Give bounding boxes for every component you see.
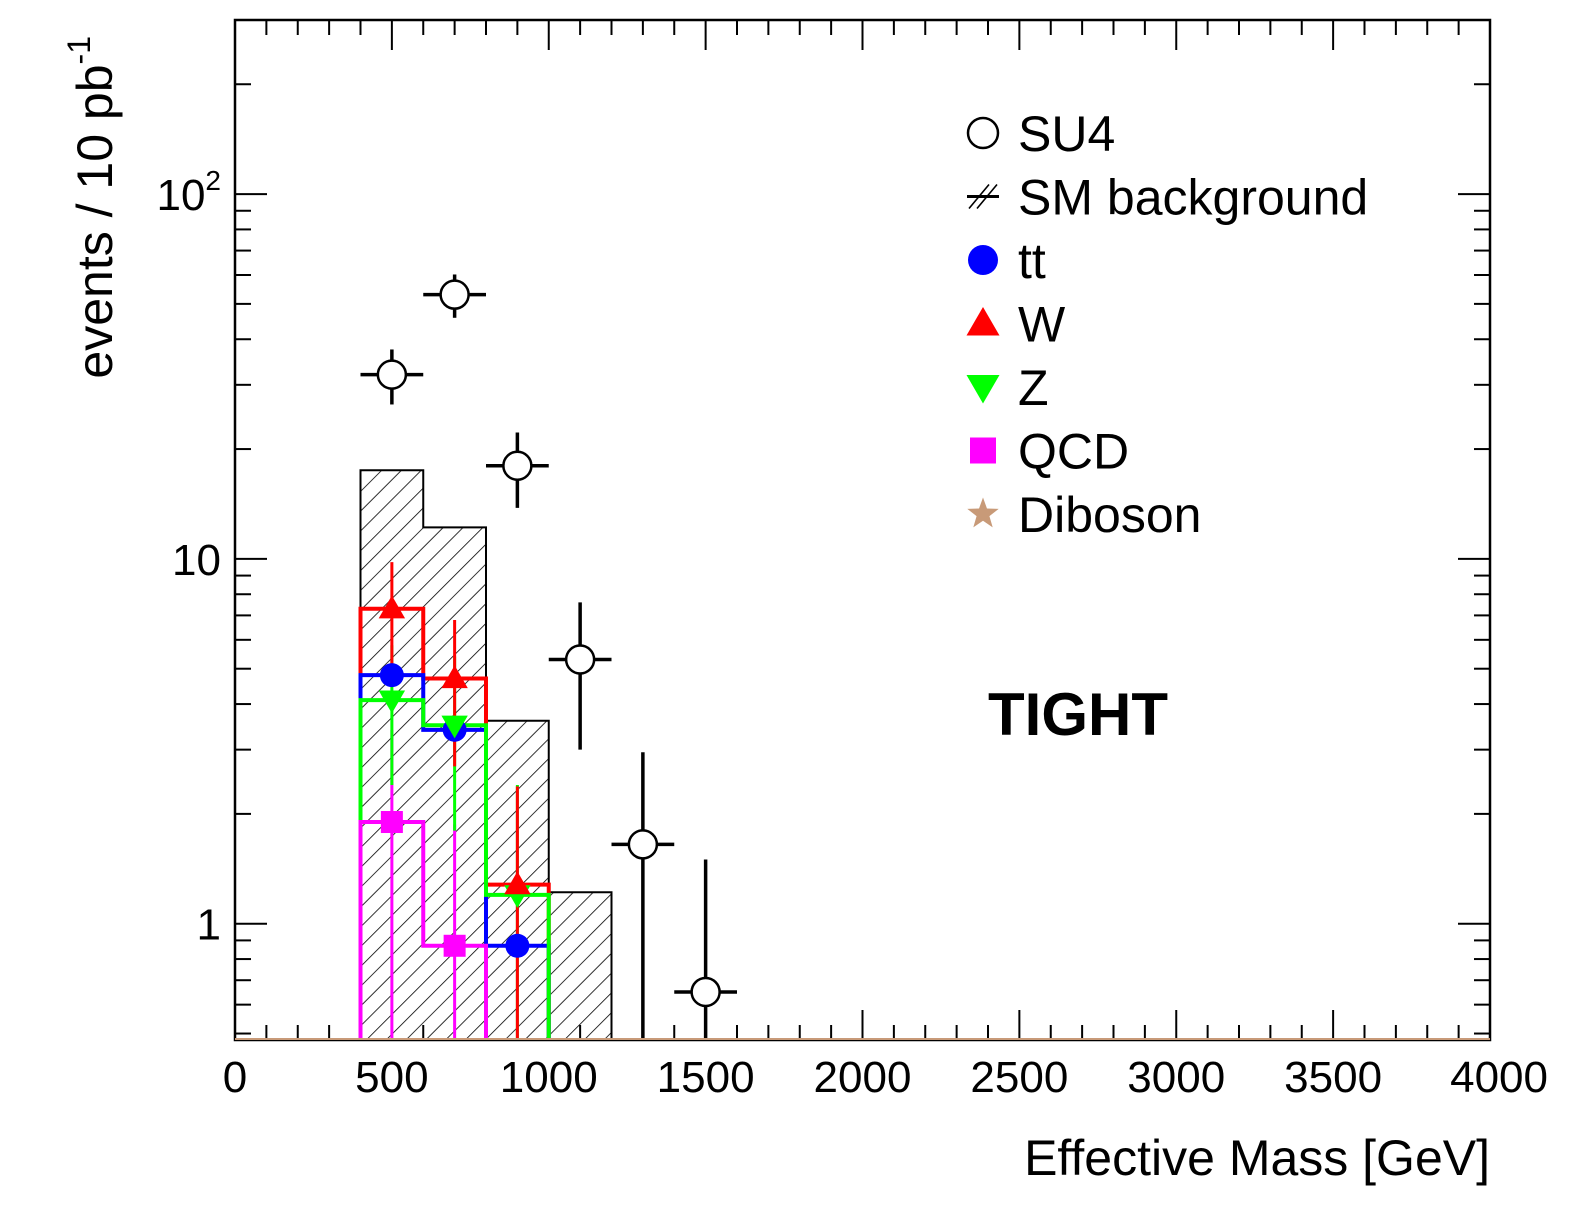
y-tick-label: 1 xyxy=(197,901,221,950)
w-marker xyxy=(378,595,406,619)
y-axis-title: events / 10 pb-1 xyxy=(61,36,123,379)
x-tick-label: 4000 xyxy=(1450,1053,1548,1102)
w-marker xyxy=(504,871,531,895)
qcd-marker xyxy=(443,934,466,957)
legend-label: SU4 xyxy=(1018,106,1115,162)
x-tick-label: 0 xyxy=(223,1053,247,1102)
qcd-histogram-line xyxy=(358,820,488,1040)
qcd-series xyxy=(358,820,488,1040)
x-tick-label: 500 xyxy=(355,1053,428,1102)
legend-label: W xyxy=(1018,297,1066,353)
legend-item-z: Z xyxy=(966,360,1049,416)
legend-label: tt xyxy=(1018,233,1046,289)
x-tick-labels: 0 500 1000 1500 2000 2500 3000 3500 4000 xyxy=(223,1053,1548,1102)
x-tick-label: 3000 xyxy=(1127,1053,1225,1102)
x-tick-label: 2500 xyxy=(970,1053,1068,1102)
x-tick-label: 3500 xyxy=(1284,1053,1382,1102)
plot-area xyxy=(358,274,737,1040)
y-tick-label: 102 xyxy=(156,165,221,220)
su4-point xyxy=(690,976,721,1008)
x-tick-label: 1500 xyxy=(657,1053,755,1102)
qcd-markers xyxy=(390,729,457,1040)
legend-marker xyxy=(967,497,999,528)
z-marker xyxy=(441,715,468,739)
x-axis-title: Effective Mass [GeV] xyxy=(1024,1130,1490,1186)
legend-item-qcd: QCD xyxy=(970,424,1129,480)
legend-marker-hatch xyxy=(968,183,990,210)
su4-point xyxy=(564,644,596,675)
y-axis-title-main: events / 10 pb xyxy=(67,64,123,378)
legend-label: QCD xyxy=(1018,424,1129,480)
su4-point xyxy=(439,279,470,310)
legend-label: Z xyxy=(1018,360,1049,416)
qcd-marker-points xyxy=(380,811,466,957)
su4-point xyxy=(376,359,408,390)
su4-series xyxy=(360,274,737,1040)
y-tick-labels: 1 10 102 xyxy=(156,165,221,950)
x-tick-label: 1000 xyxy=(500,1053,598,1102)
su4-point xyxy=(627,829,659,860)
legend-marker xyxy=(966,116,1000,150)
w-marker-points xyxy=(378,595,531,895)
w-marker xyxy=(441,665,468,689)
legend-label: Diboson xyxy=(1018,487,1201,543)
legend-item-w: W xyxy=(966,297,1066,353)
legend-item-sm-background: SM background xyxy=(967,170,1368,226)
legend-item-diboson: Diboson xyxy=(967,487,1201,543)
tt-marker xyxy=(505,933,530,958)
legend-label: SM background xyxy=(1018,170,1368,226)
legend-item-tt: tt xyxy=(968,233,1046,289)
tt-marker xyxy=(379,663,404,688)
qcd-marker xyxy=(380,811,403,834)
w-markers xyxy=(390,562,519,1040)
legend-marker-hatch xyxy=(976,183,998,210)
legend-marker xyxy=(968,245,998,275)
legend: SU4 SM background tt WZ QCD Diboson xyxy=(966,106,1368,543)
x-tick-label: 2000 xyxy=(814,1053,912,1102)
su4-point xyxy=(502,450,533,482)
z-marker xyxy=(378,690,406,714)
legend-marker xyxy=(966,307,1000,336)
tight-annotation: TIGHT xyxy=(988,681,1168,748)
legend-marker xyxy=(970,437,996,464)
y-axis-title-sup: -1 xyxy=(61,36,97,64)
legend-marker xyxy=(966,375,1000,404)
legend-item-su4: SU4 xyxy=(966,106,1115,162)
y-tick-label: 10 xyxy=(172,536,221,585)
